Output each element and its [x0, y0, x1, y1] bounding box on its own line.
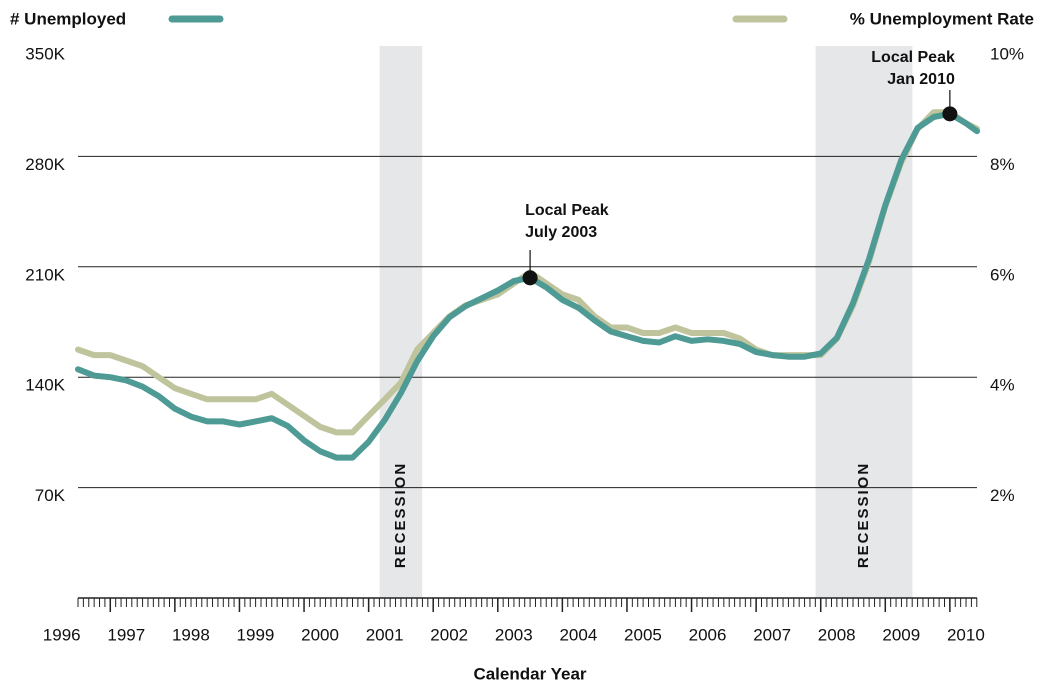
x-axis-label: Calendar Year — [473, 664, 586, 683]
recession-band — [815, 46, 913, 598]
y2-tick-label: 4% — [990, 376, 1015, 395]
recession-label: RECESSION — [855, 462, 872, 568]
x-tick-label: 2009 — [882, 625, 920, 644]
y-tick-label: 280K — [25, 155, 65, 174]
annotation-text: Local Peak — [871, 49, 955, 66]
annotation-text: July 2003 — [525, 224, 597, 241]
x-tick-label: 2002 — [430, 625, 468, 644]
x-tick-label: 1998 — [172, 625, 210, 644]
x-tick-label: 2005 — [624, 625, 662, 644]
y2-tick-label: 10% — [990, 44, 1024, 63]
x-tick-label: 2003 — [495, 625, 533, 644]
recession-band — [379, 46, 423, 598]
y-tick-label: 210K — [25, 265, 65, 284]
y2-tick-label: 6% — [990, 265, 1015, 284]
annotation-text: Jan 2010 — [887, 71, 955, 88]
recession-label: RECESSION — [392, 462, 409, 568]
x-tick-label: 1996 — [43, 625, 81, 644]
legend-label: # Unemployed — [10, 9, 126, 28]
y2-tick-label: 2% — [990, 486, 1015, 505]
x-tick-label: 1997 — [107, 625, 145, 644]
y-tick-label: 140K — [25, 376, 65, 395]
x-tick-label: 2010 — [947, 625, 985, 644]
x-tick-label: 2000 — [301, 625, 339, 644]
x-tick-label: 2008 — [818, 625, 856, 644]
y-tick-label: 70K — [35, 486, 66, 505]
x-tick-label: 2004 — [559, 625, 597, 644]
x-tick-label: 2006 — [689, 625, 727, 644]
annotation-text: Local Peak — [525, 202, 609, 219]
y-tick-label: 350K — [25, 44, 65, 63]
x-tick-label: 1999 — [237, 625, 275, 644]
peak-marker — [942, 106, 958, 122]
legend-label: % Unemployment Rate — [850, 9, 1034, 28]
peak-marker — [522, 270, 538, 286]
x-tick-label: 2007 — [753, 625, 791, 644]
x-tick-label: 2001 — [366, 625, 404, 644]
y2-tick-label: 8% — [990, 155, 1015, 174]
